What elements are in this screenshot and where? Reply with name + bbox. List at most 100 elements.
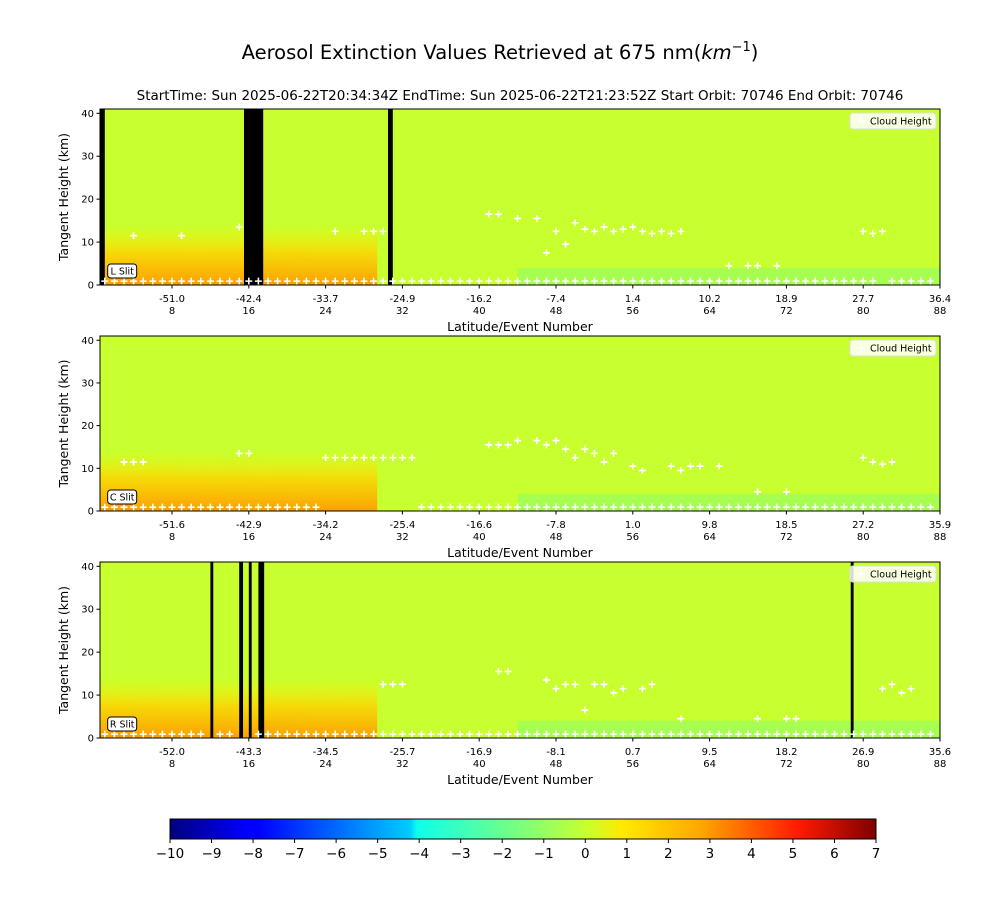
cloud-height-marker bbox=[379, 227, 387, 235]
x-tick-event: 8 bbox=[169, 306, 175, 317]
cloud-height-marker bbox=[802, 503, 810, 511]
cloud-height-marker bbox=[389, 680, 397, 688]
cloud-height-marker bbox=[888, 458, 896, 466]
x-tick-latitude: 1.0 bbox=[625, 520, 641, 531]
cloud-height-marker bbox=[706, 503, 714, 511]
y-tick-label: 40 bbox=[81, 109, 94, 120]
cloud-height-marker bbox=[552, 685, 560, 693]
cloud-height-marker bbox=[696, 730, 704, 738]
cloud-height-marker bbox=[168, 277, 176, 285]
cloud-height-marker bbox=[494, 441, 502, 449]
cloud-height-marker bbox=[715, 730, 723, 738]
missing-profile bbox=[239, 562, 244, 738]
cloud-height-marker bbox=[658, 277, 666, 285]
cloud-height-marker bbox=[878, 730, 886, 738]
cloud-height-marker bbox=[504, 441, 512, 449]
plot-frame bbox=[99, 108, 941, 286]
heatmap-low-band bbox=[100, 677, 378, 738]
y-tick-label: 20 bbox=[81, 648, 94, 659]
cloud-height-marker bbox=[427, 730, 435, 738]
cloud-height-marker bbox=[782, 503, 790, 511]
cloud-height-marker bbox=[715, 277, 723, 285]
x-tick-latitude: 1.4 bbox=[625, 294, 641, 305]
cloud-height-marker bbox=[763, 277, 771, 285]
cloud-height-marker bbox=[293, 503, 301, 511]
cloud-height-marker bbox=[283, 503, 291, 511]
cloud-height-marker bbox=[379, 680, 387, 688]
cloud-height-marker bbox=[917, 730, 925, 738]
cloud-height-marker bbox=[811, 277, 819, 285]
cloud-height-marker bbox=[514, 277, 522, 285]
x-tick-event: 16 bbox=[242, 759, 255, 770]
y-tick-label: 0 bbox=[88, 281, 94, 292]
cloud-height-marker bbox=[581, 445, 589, 453]
legend-box bbox=[849, 565, 937, 583]
colorbar-tick-label: 3 bbox=[706, 846, 715, 862]
cloud-height-marker bbox=[485, 441, 493, 449]
cloud-height-marker bbox=[264, 503, 272, 511]
cloud-height-marker bbox=[878, 503, 886, 511]
cloud-height-marker bbox=[312, 277, 320, 285]
legend-box bbox=[849, 339, 937, 357]
x-tick-event: 56 bbox=[626, 532, 639, 543]
x-tick-event: 40 bbox=[473, 759, 486, 770]
missing-profile bbox=[258, 562, 265, 738]
cloud-height-marker bbox=[274, 730, 282, 738]
cloud-height-marker bbox=[446, 730, 454, 738]
cloud-height-marker bbox=[610, 689, 618, 697]
cloud-height-marker bbox=[696, 277, 704, 285]
cloud-height-marker bbox=[418, 277, 426, 285]
x-tick-event: 40 bbox=[473, 306, 486, 317]
cloud-height-marker bbox=[706, 730, 714, 738]
x-tick-event: 40 bbox=[473, 532, 486, 543]
panels: 010203040-51.08-42.416-33.724-24.932-16.… bbox=[56, 108, 951, 787]
cloud-height-marker bbox=[523, 730, 531, 738]
cloud-height-marker bbox=[898, 277, 906, 285]
cloud-height-marker bbox=[552, 730, 560, 738]
x-tick-latitude: -42.9 bbox=[236, 520, 262, 531]
x-tick-event: 32 bbox=[396, 532, 409, 543]
cloud-height-marker bbox=[850, 503, 858, 511]
cloud-height-marker bbox=[715, 462, 723, 470]
y-tick-label: 30 bbox=[81, 378, 94, 389]
legend-marker bbox=[857, 570, 865, 578]
cloud-height-marker bbox=[379, 277, 387, 285]
cloud-height-marker bbox=[514, 503, 522, 511]
x-tick-latitude: -25.4 bbox=[389, 520, 415, 531]
cloud-height-marker bbox=[408, 277, 416, 285]
cloud-height-marker bbox=[638, 277, 646, 285]
cloud-height-marker bbox=[504, 277, 512, 285]
cloud-height-marker bbox=[494, 730, 502, 738]
x-tick-event: 48 bbox=[550, 759, 563, 770]
cloud-height-marker bbox=[629, 277, 637, 285]
cloud-height-marker bbox=[514, 437, 522, 445]
heatmap-low-band bbox=[100, 224, 378, 285]
cloud-height-marker bbox=[850, 730, 858, 738]
cloud-height-marker bbox=[139, 277, 147, 285]
cloud-height-marker bbox=[821, 503, 829, 511]
cloud-height-marker bbox=[792, 277, 800, 285]
x-tick-event: 24 bbox=[319, 532, 332, 543]
colorbar-tick-label: 4 bbox=[747, 846, 756, 862]
cloud-height-marker bbox=[514, 214, 522, 222]
cloud-height-marker bbox=[398, 277, 406, 285]
colorbar: −10 −9 −8 −7 −6 −5 −4 −3 −2 −1 0 1 2 3 4 5 6 7 bbox=[156, 818, 880, 862]
missing-profile bbox=[248, 562, 252, 738]
slit-label-box bbox=[107, 263, 138, 279]
cloud-height-marker bbox=[523, 503, 531, 511]
legend-marker bbox=[857, 344, 865, 352]
cloud-height-marker bbox=[744, 503, 752, 511]
cloud-height-marker bbox=[840, 503, 848, 511]
cloud-height-marker bbox=[360, 227, 368, 235]
cloud-height-marker bbox=[571, 454, 579, 462]
cloud-height-marker bbox=[139, 730, 147, 738]
cloud-height-marker bbox=[667, 503, 675, 511]
cloud-height-marker bbox=[629, 730, 637, 738]
cloud-height-marker bbox=[456, 277, 464, 285]
cloud-height-marker bbox=[562, 240, 570, 248]
colorbar-tick-label: −7 bbox=[285, 846, 305, 862]
cloud-height-marker bbox=[418, 503, 426, 511]
cloud-height-marker bbox=[533, 214, 541, 222]
x-tick-latitude: 35.6 bbox=[929, 747, 951, 758]
x-tick-latitude: 27.2 bbox=[852, 520, 874, 531]
